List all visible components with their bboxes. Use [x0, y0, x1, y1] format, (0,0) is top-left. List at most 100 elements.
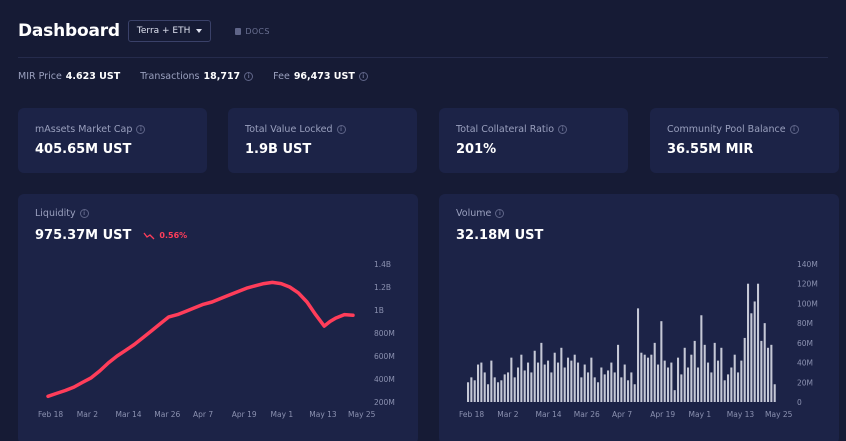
card-label: Total Collateral Ratio i	[456, 124, 568, 135]
volume-bar	[553, 352, 556, 402]
x-tick-label: Apr 19	[232, 410, 257, 419]
info-icon[interactable]: i	[495, 209, 505, 218]
card-label-text: Community Pool Balance	[667, 124, 786, 135]
volume-bar	[667, 367, 670, 402]
card-total-collateral-ratio: Total Collateral Ratio i 201%	[439, 108, 628, 173]
volume-bar	[737, 372, 740, 402]
volume-bar	[493, 377, 496, 402]
volume-bar	[533, 350, 536, 402]
volume-bar	[663, 360, 666, 402]
y-tick-label: 1.4B	[374, 260, 391, 269]
liquidity-chart[interactable]: 200M 400M 600M 800M 1B 1.2B 1.4B Feb 18 Mar 2 Mar…	[18, 194, 418, 441]
volume-bar	[597, 382, 600, 402]
volume-bar	[770, 344, 773, 402]
mir-price-value: 4.623 UST	[65, 71, 121, 82]
volume-bar	[680, 374, 683, 402]
info-icon[interactable]: i	[79, 209, 89, 218]
liquidity-value-row: 975.37M UST 0.56%	[35, 228, 187, 243]
volume-bar	[763, 323, 766, 402]
x-tick-label: May 13	[727, 410, 755, 419]
card-label: Community Pool Balance i	[667, 124, 799, 135]
x-tick-label: Mar 2	[497, 410, 519, 419]
fee-label: Fee	[273, 71, 290, 82]
volume-bar	[467, 382, 470, 402]
trend-down-icon	[143, 232, 155, 239]
page-title: Dashboard	[18, 21, 120, 41]
volume-bar	[480, 362, 483, 402]
x-tick-label: Mar 26	[574, 410, 600, 419]
volume-bar	[603, 374, 606, 402]
x-tick-label: Mar 14	[536, 410, 562, 419]
volume-bar	[567, 357, 570, 402]
card-label: mAssets Market Cap i	[35, 124, 146, 135]
volume-bar	[513, 377, 516, 402]
card-label-text: Total Collateral Ratio	[456, 124, 555, 135]
volume-bar	[653, 342, 656, 402]
volume-bar	[473, 380, 476, 402]
info-icon[interactable]: i	[358, 72, 368, 81]
volume-bar	[657, 364, 660, 402]
fee-value: 96,473 UST	[293, 71, 355, 82]
card-label-text: mAssets Market Cap	[35, 124, 133, 135]
volume-bar	[623, 364, 626, 402]
transactions-label: Transactions	[140, 71, 200, 82]
stat-mir-price: MIR Price 4.623 UST	[18, 71, 120, 82]
volume-bar	[740, 360, 743, 402]
volume-bar	[650, 354, 653, 402]
volume-bar	[717, 360, 720, 402]
volume-bar	[633, 384, 636, 402]
info-icon[interactable]: i	[244, 72, 254, 81]
volume-bar	[537, 362, 540, 402]
mir-price-label: MIR Price	[18, 71, 62, 82]
volume-bar	[620, 377, 623, 402]
card-massets-market-cap: mAssets Market Cap i 405.65M UST	[18, 108, 207, 173]
info-icon[interactable]: i	[558, 125, 568, 134]
x-tick-label: Mar 14	[116, 410, 142, 419]
volume-bar	[670, 362, 673, 402]
volume-bar	[573, 354, 576, 402]
info-icon[interactable]: i	[789, 125, 799, 134]
info-icon[interactable]: i	[136, 125, 146, 134]
x-tick-label: May 13	[309, 410, 337, 419]
info-icon[interactable]: i	[336, 125, 346, 134]
liquidity-label-text: Liquidity	[35, 208, 76, 219]
volume-bar	[570, 360, 573, 402]
volume-bar	[530, 372, 533, 402]
volume-bar	[590, 357, 593, 402]
x-tick-label: Mar 26	[154, 410, 180, 419]
volume-bar	[730, 367, 733, 402]
network-select[interactable]: Terra + ETH	[127, 20, 212, 42]
volume-bar	[607, 370, 610, 402]
liquidity-change-value: 0.56%	[159, 231, 188, 240]
volume-bar	[600, 367, 603, 402]
volume-bar	[703, 344, 706, 402]
document-icon	[235, 27, 242, 35]
volume-bar	[697, 367, 700, 402]
docs-link[interactable]: DOCS	[235, 27, 269, 36]
volume-bar	[757, 283, 760, 402]
volume-bar	[523, 370, 526, 402]
card-total-value-locked: Total Value Locked i 1.9B UST	[228, 108, 417, 173]
y-tick-label: 80M	[797, 319, 813, 328]
y-tick-label: 600M	[374, 352, 395, 361]
volume-bar	[477, 364, 480, 402]
volume-bar	[487, 384, 490, 402]
volume-bar	[750, 313, 753, 402]
volume-bar	[640, 352, 643, 402]
volume-bar	[683, 347, 686, 402]
volume-bar	[580, 377, 583, 402]
x-tick-label: Feb 18	[459, 410, 484, 419]
volume-bar	[673, 390, 676, 402]
volume-bar	[753, 301, 756, 402]
volume-bar	[583, 364, 586, 402]
volume-bar	[550, 372, 553, 402]
x-tick-label: Mar 2	[77, 410, 99, 419]
x-tick-label: May 25	[765, 410, 793, 419]
card-value: 201%	[456, 142, 497, 157]
volume-chart[interactable]: 0 20M 40M 60M 80M 100M 120M 140M Feb 18 Mar 2 Mar …	[439, 194, 839, 441]
x-tick-label: May 1	[689, 410, 712, 419]
volume-bar	[690, 354, 693, 402]
y-tick-label: 100M	[797, 299, 818, 308]
volume-bar	[547, 360, 550, 402]
stat-fee: Fee 96,473 UST i	[273, 71, 368, 82]
